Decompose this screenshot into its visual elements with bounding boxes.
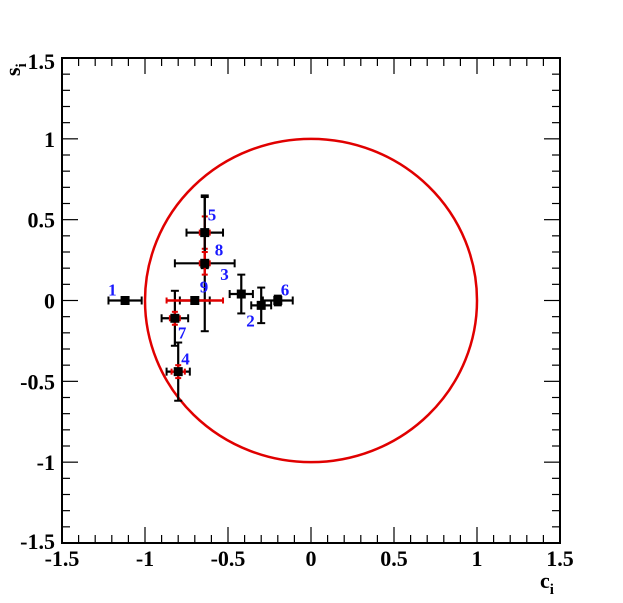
point-label: 1 xyxy=(108,281,117,300)
point-label: 9 xyxy=(200,278,209,297)
y-tick-label: 1 xyxy=(44,127,55,152)
data-point: 8 xyxy=(173,194,236,333)
unit-circle-group xyxy=(143,137,479,464)
y-axis-title: si xyxy=(0,63,30,76)
unit-circle xyxy=(143,137,479,464)
x-tick-label: -1.5 xyxy=(45,546,80,571)
y-tick-label: 0 xyxy=(44,289,55,314)
x-axis-title-main: c xyxy=(540,568,550,593)
axis-titles: ci si xyxy=(0,63,554,598)
data-point: 4 xyxy=(165,341,191,402)
y-tick-label: -0.5 xyxy=(20,369,55,394)
y-axis-title-main: s xyxy=(0,67,25,76)
x-tick-labels: -1.5 -1 -0.5 0 0.5 1 1.5 xyxy=(45,546,574,571)
data-points-group: 1 2 3 4 5 6 7 89 xyxy=(107,194,294,402)
point-label: 6 xyxy=(281,281,290,300)
point-marker xyxy=(170,313,180,323)
x-tick-label: 0 xyxy=(306,546,317,571)
point-marker xyxy=(120,296,130,305)
point-marker xyxy=(256,300,266,310)
data-point: 1 xyxy=(107,281,143,305)
point-label: 5 xyxy=(208,206,217,225)
data-point: 6 xyxy=(261,281,294,307)
data-point: 9 xyxy=(165,278,225,305)
point-marker xyxy=(173,367,183,377)
y-axis-title-subscript: i xyxy=(14,63,30,67)
point-label: 3 xyxy=(220,265,229,284)
point-label: 7 xyxy=(178,323,187,342)
point-marker xyxy=(190,296,200,305)
x-tick-label: 1 xyxy=(472,546,483,571)
x-axis-title: ci xyxy=(540,568,554,598)
point-label: 2 xyxy=(246,311,255,330)
point-label: 4 xyxy=(181,350,190,369)
y-tick-label: -1 xyxy=(37,450,55,475)
x-tick-label: 0.5 xyxy=(380,546,408,571)
x-axis-title-subscript: i xyxy=(550,582,554,598)
x-tick-label: -0.5 xyxy=(211,546,246,571)
point-marker xyxy=(200,258,210,268)
y-tick-label: -1.5 xyxy=(20,529,55,554)
y-tick-labels: -1.5 -1 -0.5 0 0.5 1 1.5 xyxy=(20,49,55,554)
y-tick-label: 1.5 xyxy=(28,49,56,74)
x-tick-label: -1 xyxy=(136,546,154,571)
point-marker xyxy=(273,296,283,305)
plot-frame xyxy=(61,57,561,544)
data-point: 2 xyxy=(246,286,273,330)
data-point: 3 xyxy=(220,265,254,315)
point-label: 8 xyxy=(215,240,224,259)
point-marker xyxy=(236,289,246,299)
x-tick-label: 1.5 xyxy=(546,546,574,571)
y-tick-label: 0.5 xyxy=(28,208,56,233)
